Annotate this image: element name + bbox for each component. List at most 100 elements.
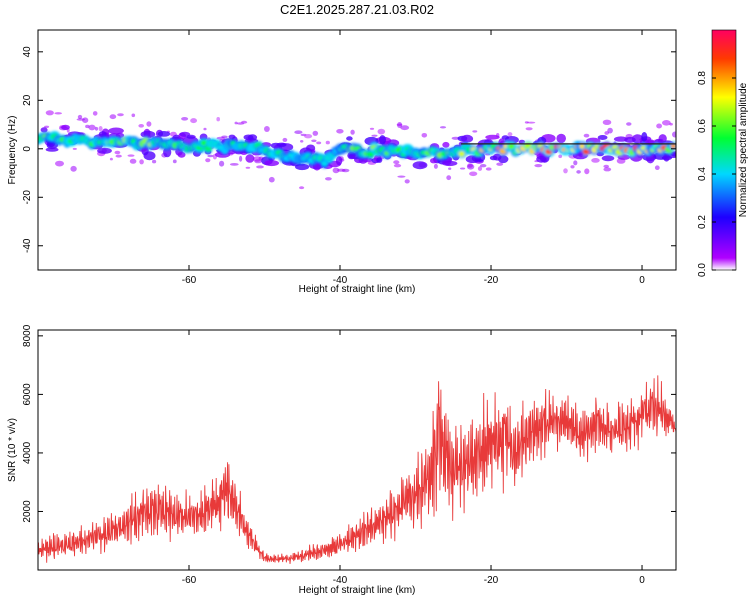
- spectrogram-speckle: [98, 126, 103, 132]
- spectrogram-y-tick-label: 20: [22, 94, 33, 106]
- spectrogram-speckle: [466, 164, 475, 170]
- spectrogram-cell: [45, 147, 59, 152]
- spectrogram-speckle: [337, 168, 346, 172]
- spectrogram-speckle: [369, 127, 375, 130]
- spectrogram-cell: [61, 124, 70, 130]
- spectrogram-speckle: [205, 158, 211, 163]
- spectrogram-speckle: [472, 130, 478, 133]
- spectrogram-speckle: [139, 159, 144, 165]
- spectrogram-cell: [601, 155, 615, 162]
- spectrogram-speckle: [602, 119, 612, 126]
- spectrogram-speckle: [377, 128, 386, 135]
- snr-x-label: Height of straight line (km): [299, 585, 416, 596]
- spectrogram-cell: [379, 135, 386, 145]
- spectrogram-speckle: [117, 113, 124, 117]
- spectrogram-speckle: [591, 158, 600, 163]
- spectrogram-speckle: [190, 118, 198, 124]
- spectrogram-speckle: [604, 131, 609, 135]
- spectrogram-speckle: [203, 127, 207, 131]
- spectrogram-speckle: [325, 140, 330, 145]
- spectrogram-cell: [492, 153, 502, 161]
- spectrogram-speckle: [109, 157, 113, 161]
- snr-panel: -60 -40 -20 0 2000 4000 6000 8000 Height of st…: [7, 324, 677, 596]
- spectrogram-marks: [38, 110, 676, 190]
- spectrogram-cell: [376, 157, 383, 163]
- spectrogram-speckle: [76, 118, 86, 121]
- snr-x-tick-label: 0: [639, 575, 645, 586]
- spectrogram-speckle: [626, 122, 632, 126]
- spectrogram-speckle: [252, 156, 262, 162]
- spectrogram-speckle: [584, 168, 590, 175]
- spectrogram-speckle: [669, 122, 673, 126]
- spectrogram-speckle: [256, 165, 264, 169]
- spectrogram-speckle: [421, 133, 428, 138]
- spectrogram-speckle: [264, 126, 270, 132]
- spectrogram-cell: [485, 134, 500, 140]
- spectrogram-speckle: [94, 126, 99, 131]
- colorbar-tick-label: 0.0: [697, 263, 708, 277]
- spectrogram-cell: [556, 133, 566, 144]
- spectrogram-core-band: [38, 131, 676, 169]
- spectrogram-speckle: [662, 120, 671, 126]
- spectrogram-x-tick-label: 0: [639, 275, 645, 286]
- spectrogram-speckle: [485, 167, 492, 171]
- spectrogram-y-tick-label: -40: [22, 238, 33, 253]
- snr-y-tick-label: 4000: [22, 441, 33, 464]
- spectrogram-speckle: [219, 160, 225, 167]
- spectrogram-x-label: Height of straight line (km): [299, 284, 416, 295]
- spectrogram-speckle: [207, 154, 214, 158]
- spectrogram-speckle: [583, 133, 590, 138]
- spectrogram-speckle: [294, 130, 303, 134]
- spectrogram-speckle: [336, 129, 344, 134]
- spectrogram-speckle: [558, 154, 563, 159]
- spectrogram-speckle: [396, 123, 403, 127]
- spectrogram-speckle: [88, 124, 96, 131]
- snr-y-axis: 2000 4000 6000 8000: [22, 324, 676, 523]
- spectrogram-cell: [276, 142, 287, 147]
- spectrogram-cell: [458, 151, 465, 157]
- snr-y-tick-label: 2000: [22, 500, 33, 523]
- spectrogram-speckle: [268, 176, 275, 183]
- spectrogram-cell: [670, 143, 676, 149]
- spectrogram-speckle: [397, 175, 406, 178]
- spectrogram-speckle: [114, 150, 121, 155]
- spectrogram-speckle: [131, 113, 136, 118]
- spectrogram-y-tick-label: -20: [22, 190, 33, 205]
- spectrogram-cell: [461, 134, 474, 143]
- spectrogram-speckle: [507, 132, 513, 137]
- spectrogram-speckle: [311, 139, 317, 143]
- spectrogram-speckle: [138, 124, 144, 128]
- spectrogram-speckle: [469, 171, 478, 177]
- spectrogram-cell: [412, 161, 428, 170]
- spectrogram-speckle: [525, 127, 533, 131]
- spectrogram-cell: [597, 135, 608, 140]
- spectrogram-speckle: [299, 186, 305, 190]
- spectrogram-speckle: [245, 166, 251, 169]
- snr-marks: [38, 375, 676, 564]
- spectrogram-cell: [98, 131, 107, 138]
- spectrogram-cell: [442, 141, 450, 148]
- spectrogram-speckle: [92, 111, 98, 116]
- spectrogram-speckle: [573, 160, 578, 166]
- spectrogram-speckle: [300, 140, 304, 143]
- spectrogram-speckle: [480, 164, 487, 168]
- spectrogram-speckle: [44, 125, 50, 128]
- spectrogram-cell: [245, 154, 255, 163]
- spectrogram-speckle: [146, 121, 152, 127]
- snr-y-tick-label: 6000: [22, 383, 33, 406]
- colorbar-label: Normalized spectral amplitude: [738, 82, 749, 217]
- spectrogram-speckle: [393, 160, 400, 165]
- spectrogram-y-axis: -40 -20 0 20 40: [22, 46, 676, 253]
- figure-title: C2E1.2025.287.21.03.R02: [280, 2, 434, 17]
- spectrogram-cell: [186, 134, 196, 139]
- spectrogram-cell: [536, 155, 547, 163]
- snr-x-tick-label: -20: [484, 575, 499, 586]
- spectrogram-cell: [295, 163, 310, 171]
- spectrogram-speckle: [239, 155, 243, 162]
- spectrogram-panel: -60 -40 -20 0 -40 -20 0 20 40 Height of straigh…: [7, 29, 677, 295]
- snr-x-tick-label: -40: [333, 575, 348, 586]
- spectrogram-speckle: [216, 117, 220, 122]
- spectrogram-x-tick-label: -20: [484, 275, 499, 286]
- snr-y-tick-label: 8000: [22, 324, 33, 347]
